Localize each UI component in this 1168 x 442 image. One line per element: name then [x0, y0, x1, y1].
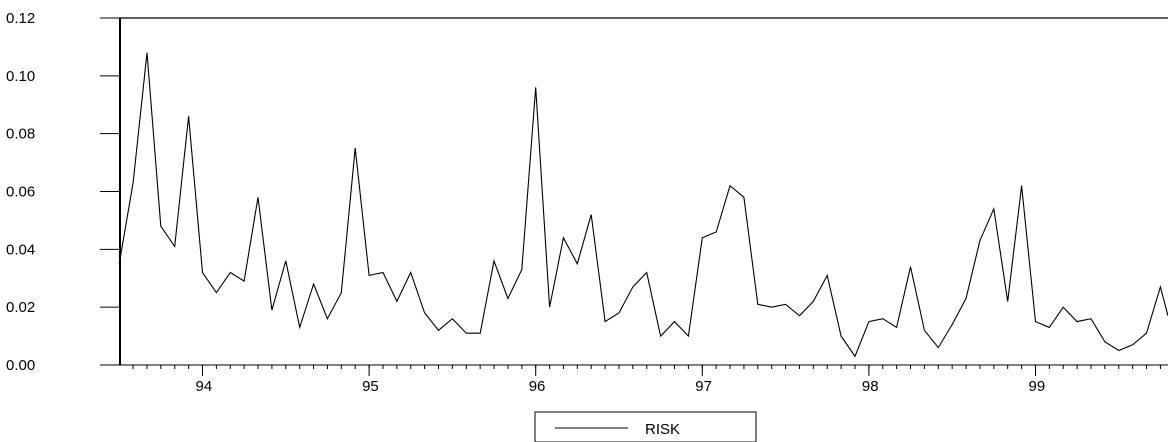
y-tick-label: 0.04	[6, 241, 35, 258]
legend-box	[534, 411, 757, 442]
plot-frame	[100, 17, 1168, 366]
x-tick-label: 95	[362, 378, 379, 395]
y-tick-label: 0.12	[6, 10, 35, 27]
legend: RISK	[534, 411, 757, 442]
x-tick-label: 97	[695, 378, 712, 395]
legend-label-risk: RISK	[645, 421, 680, 438]
y-axis-ticks: 0.00 0.02 0.04 0.06 0.08 0.10 0.12	[6, 10, 120, 374]
y-tick-label: 0.10	[6, 68, 35, 85]
series-line-risk	[118, 52, 1168, 358]
series-group	[118, 52, 1168, 358]
y-tick-label: 0.02	[6, 299, 35, 316]
y-tick-label: 0.06	[6, 184, 35, 201]
y-tick-label: 0.08	[6, 126, 35, 143]
x-tick-label: 94	[196, 378, 213, 395]
x-tick-label: 98	[862, 378, 879, 395]
y-tick-label: 0.00	[6, 357, 35, 374]
x-axis-minor-ticks	[132, 365, 1161, 369]
x-axis-ticks: 94 95 96 97 98 99	[196, 365, 1046, 395]
x-tick-label: 99	[1029, 378, 1046, 395]
x-tick-label: 96	[529, 378, 546, 395]
